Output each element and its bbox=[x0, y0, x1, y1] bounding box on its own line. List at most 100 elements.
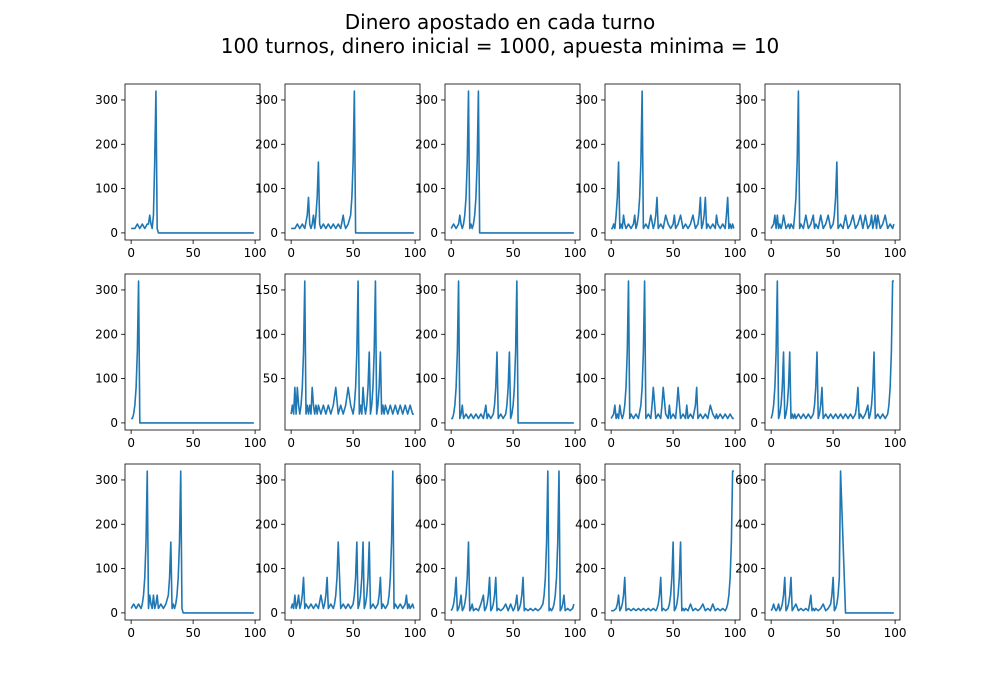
axes-frame bbox=[284, 273, 421, 431]
x-tick-label: 0 bbox=[127, 436, 135, 450]
chart-subtitle: 100 turnos, dinero inicial = 1000, apues… bbox=[220, 34, 780, 58]
subplot-11: 0 50 100 0 100 200 300 bbox=[95, 463, 267, 640]
y-tick-label: 600 bbox=[735, 473, 758, 487]
x-tick-label: 0 bbox=[447, 246, 455, 260]
x-tick-label: 100 bbox=[564, 246, 587, 260]
x-tick-label: 100 bbox=[724, 246, 747, 260]
x-tick-label: 100 bbox=[404, 436, 427, 450]
series-line-9 bbox=[610, 280, 734, 420]
y-tick-label: 100 bbox=[95, 372, 118, 386]
x-tick-label: 100 bbox=[244, 246, 267, 260]
y-tick-label: 100 bbox=[415, 182, 438, 196]
y-tick-label: 200 bbox=[255, 137, 278, 151]
axes-frame bbox=[284, 463, 421, 621]
axes-frame bbox=[764, 273, 901, 431]
chart-title: Dinero apostado en cada turno bbox=[344, 10, 656, 34]
x-tick-label: 100 bbox=[404, 246, 427, 260]
subplot-3: 0 50 100 0 100 200 300 bbox=[415, 83, 587, 260]
y-tick-label: 0 bbox=[750, 416, 758, 430]
x-tick-label: 50 bbox=[505, 626, 520, 640]
series-line-12 bbox=[290, 470, 415, 610]
axes-frame bbox=[604, 83, 741, 241]
x-tick-label: 50 bbox=[505, 436, 520, 450]
x-tick-label: 50 bbox=[825, 626, 840, 640]
y-tick-label: 300 bbox=[255, 473, 278, 487]
y-tick-label: 400 bbox=[575, 517, 598, 531]
x-tick-label: 100 bbox=[564, 626, 587, 640]
subplot-13: 0 50 100 0 200 400 600 bbox=[415, 463, 587, 640]
y-tick-label: 150 bbox=[255, 283, 278, 297]
series-line-1 bbox=[131, 90, 254, 234]
y-tick-label: 100 bbox=[255, 562, 278, 576]
x-tick-label: 50 bbox=[665, 436, 680, 450]
x-tick-label: 50 bbox=[825, 436, 840, 450]
axes-frame bbox=[444, 273, 581, 431]
x-tick-label: 0 bbox=[607, 246, 615, 260]
y-tick-label: 300 bbox=[415, 283, 438, 297]
y-tick-label: 200 bbox=[575, 137, 598, 151]
y-tick-label: 200 bbox=[95, 517, 118, 531]
y-tick-label: 0 bbox=[110, 416, 118, 430]
x-tick-label: 100 bbox=[884, 246, 907, 260]
y-tick-label: 300 bbox=[735, 93, 758, 107]
y-tick-label: 600 bbox=[415, 473, 438, 487]
y-tick-label: 0 bbox=[590, 606, 598, 620]
x-tick-label: 50 bbox=[345, 436, 360, 450]
subplot-1: 0 50 100 0 100 200 300 bbox=[95, 83, 267, 260]
y-tick-label: 0 bbox=[270, 226, 278, 240]
x-tick-label: 0 bbox=[767, 626, 775, 640]
subplot-6: 0 50 100 0 100 200 300 bbox=[95, 273, 267, 450]
x-tick-label: 50 bbox=[665, 246, 680, 260]
y-tick-label: 200 bbox=[575, 327, 598, 341]
y-tick-label: 300 bbox=[95, 283, 118, 297]
y-tick-label: 200 bbox=[575, 562, 598, 576]
subplot-15: 0 50 100 0 200 400 600 bbox=[735, 463, 907, 640]
series-line-4 bbox=[611, 90, 735, 230]
y-tick-label: 100 bbox=[415, 372, 438, 386]
x-tick-label: 0 bbox=[287, 626, 295, 640]
x-tick-label: 50 bbox=[825, 246, 840, 260]
x-tick-label: 50 bbox=[505, 246, 520, 260]
x-tick-label: 0 bbox=[767, 436, 775, 450]
axes-frame bbox=[764, 463, 901, 621]
series-line-7 bbox=[290, 280, 414, 415]
y-tick-label: 200 bbox=[415, 562, 438, 576]
y-tick-label: 100 bbox=[735, 372, 758, 386]
series-line-11 bbox=[130, 470, 254, 614]
y-tick-label: 300 bbox=[415, 93, 438, 107]
axes-frame bbox=[444, 83, 581, 241]
subplot-9: 0 50 100 0 100 200 300 bbox=[575, 273, 747, 450]
x-tick-label: 0 bbox=[607, 436, 615, 450]
x-tick-label: 0 bbox=[447, 626, 455, 640]
subplot-10: 0 50 100 0 100 200 300 bbox=[735, 273, 907, 450]
x-tick-label: 50 bbox=[185, 626, 200, 640]
y-tick-label: 300 bbox=[735, 283, 758, 297]
y-tick-label: 300 bbox=[95, 93, 118, 107]
series-line-6 bbox=[131, 280, 254, 424]
series-line-5 bbox=[770, 90, 895, 230]
y-tick-label: 0 bbox=[110, 606, 118, 620]
y-tick-label: 200 bbox=[735, 137, 758, 151]
x-tick-label: 100 bbox=[404, 626, 427, 640]
y-tick-label: 100 bbox=[255, 327, 278, 341]
x-tick-label: 100 bbox=[244, 436, 267, 450]
axes-frame bbox=[124, 463, 261, 621]
axes-frame bbox=[124, 273, 261, 431]
subplot-12: 0 50 100 0 100 200 300 bbox=[255, 463, 427, 640]
axes-frame bbox=[284, 83, 421, 241]
axes-frame bbox=[764, 83, 901, 241]
y-tick-label: 100 bbox=[95, 562, 118, 576]
y-tick-label: 100 bbox=[575, 372, 598, 386]
y-tick-label: 400 bbox=[415, 517, 438, 531]
y-tick-label: 0 bbox=[430, 226, 438, 240]
x-tick-label: 50 bbox=[345, 626, 360, 640]
x-tick-label: 0 bbox=[287, 436, 295, 450]
y-tick-label: 0 bbox=[110, 226, 118, 240]
series-line-14 bbox=[611, 470, 734, 612]
x-tick-label: 0 bbox=[127, 246, 135, 260]
y-tick-label: 0 bbox=[430, 606, 438, 620]
x-tick-label: 50 bbox=[185, 246, 200, 260]
axes-frame bbox=[124, 83, 261, 241]
